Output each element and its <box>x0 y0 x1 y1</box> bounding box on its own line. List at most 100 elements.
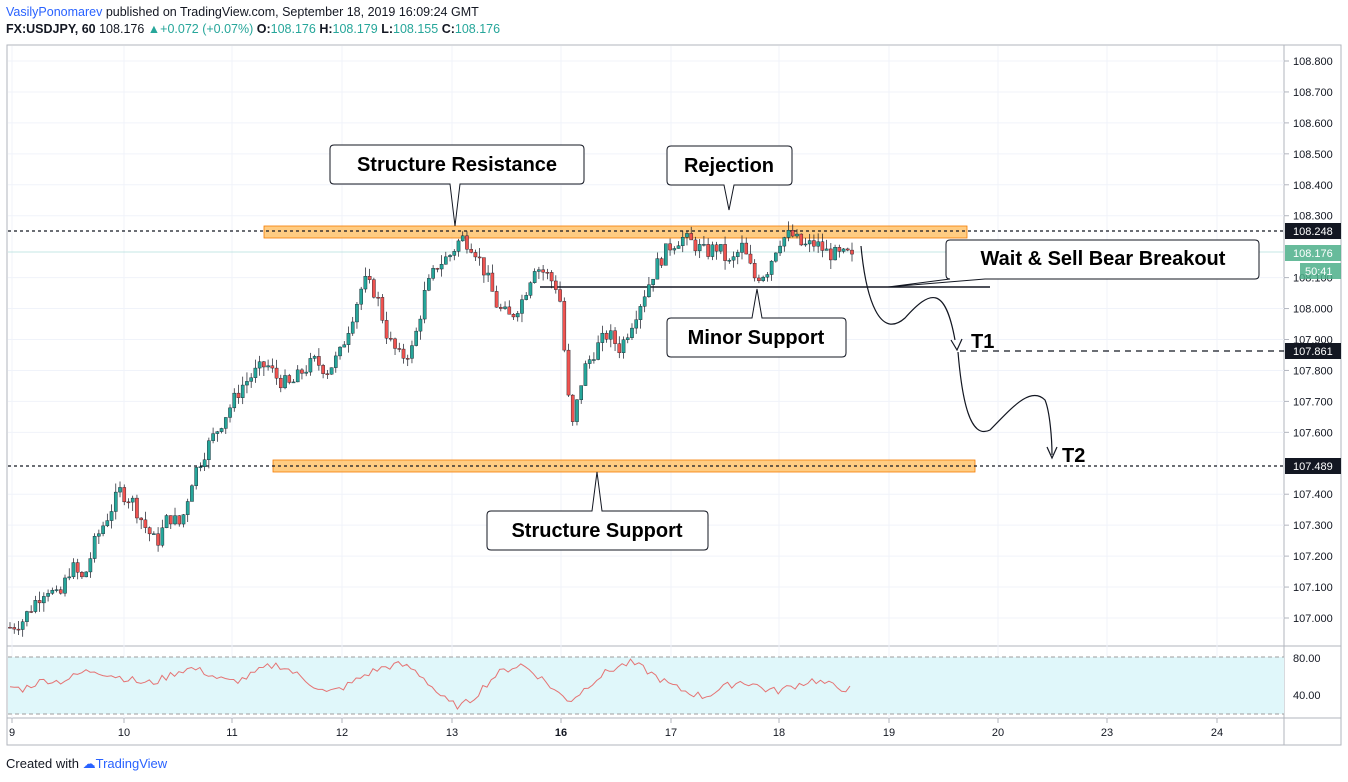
candle-body <box>240 384 245 398</box>
candle-body <box>37 600 42 604</box>
candle-body <box>592 359 596 361</box>
chart-frame <box>6 44 1342 746</box>
candle-body <box>634 319 639 329</box>
time-axis[interactable]: 9 10 11 12 13 16 17 18 19 20 23 24 <box>9 718 1223 739</box>
support-zone[interactable] <box>272 459 976 473</box>
candle-body <box>761 276 765 281</box>
candle-body <box>92 536 97 559</box>
candle-body <box>156 533 160 546</box>
candle-body <box>219 428 224 432</box>
price-tick-label: 107.300 <box>1293 520 1333 532</box>
candle-body <box>600 332 605 343</box>
candle-body <box>596 342 600 360</box>
structure-resistance-callout[interactable]: Structure Resistance <box>329 144 585 227</box>
t2-label: T2 <box>1062 445 1085 467</box>
candle-body <box>672 248 677 251</box>
candle-body <box>355 303 359 323</box>
candle-body <box>697 244 702 252</box>
candles <box>8 221 854 637</box>
candle-body <box>291 381 296 384</box>
candle-body <box>816 241 820 247</box>
candle-body <box>820 241 825 251</box>
price-axis[interactable]: 108.800 108.700 108.600 108.500 108.400 108.3… <box>1284 56 1333 625</box>
candle-body <box>376 297 380 299</box>
candle-body <box>824 248 829 251</box>
candle-body <box>304 371 308 374</box>
high-value: 108.179 <box>332 22 378 36</box>
time-tick-label: 10 <box>118 727 130 739</box>
candle-body <box>8 627 12 629</box>
resistance-zone[interactable] <box>263 225 968 239</box>
candle-body <box>126 501 131 504</box>
candle-body <box>503 306 507 309</box>
candle-body <box>33 600 38 612</box>
candle-body <box>101 525 105 534</box>
candle-body <box>185 501 190 515</box>
price-tick-label: 108.400 <box>1293 180 1333 192</box>
candle-body <box>325 373 330 375</box>
candle-body <box>545 272 550 274</box>
candle-body <box>312 356 317 359</box>
candle-body <box>270 365 275 369</box>
minor-support-callout[interactable]: Minor Support <box>666 288 847 358</box>
t1-price-badge: 107.861 <box>1285 343 1341 359</box>
projection-path-1 <box>860 245 956 341</box>
candle-body <box>731 256 736 261</box>
candle-body <box>173 515 177 525</box>
candle-body <box>693 239 698 252</box>
wait-sell-callout[interactable]: Wait & Sell Bear Breakout <box>887 239 1260 288</box>
candle-body <box>570 394 575 422</box>
candle-body <box>194 467 198 486</box>
projection-path-2 <box>957 351 1053 456</box>
time-tick-label: 13 <box>446 727 458 739</box>
rejection-callout[interactable]: Rejection <box>666 145 793 211</box>
candle-body <box>520 299 524 314</box>
price-tick-label: 108.300 <box>1293 211 1333 223</box>
price-tick-label: 107.800 <box>1293 365 1333 377</box>
candle-body <box>105 520 110 527</box>
structure-support-label: Structure Support <box>511 520 682 542</box>
price-change: +0.072 (+0.07%) <box>160 22 254 36</box>
svg-text:50:41: 50:41 <box>1305 266 1333 278</box>
candle-body <box>748 253 753 264</box>
candle-body <box>42 596 46 604</box>
candle-body <box>774 252 778 262</box>
candle-body <box>342 344 347 348</box>
price-tick-label: 108.000 <box>1293 304 1333 316</box>
candle-body <box>769 260 774 275</box>
structure-support-callout[interactable]: Structure Support <box>486 471 709 551</box>
candle-body <box>295 369 300 383</box>
rejection-label: Rejection <box>684 155 774 177</box>
t1-label: T1 <box>971 331 994 353</box>
candle-body <box>524 295 529 300</box>
candle-body <box>841 248 846 252</box>
candle-body <box>380 297 385 321</box>
candle-body <box>537 269 541 272</box>
candle-body <box>410 345 414 359</box>
candle-body <box>490 272 495 292</box>
candle-body <box>249 377 253 382</box>
candle-body <box>714 244 719 252</box>
tradingview-link[interactable]: TradingView <box>95 756 168 771</box>
time-tick-label: 9 <box>9 727 15 739</box>
candle-body <box>253 367 258 378</box>
candle-body <box>757 277 761 281</box>
candle-body <box>97 533 101 537</box>
rsi-tick-40: 40.00 <box>1293 690 1321 702</box>
symbol-name[interactable]: FX:USDJPY, 60 <box>6 22 96 36</box>
candle-body <box>604 332 609 340</box>
candle-body <box>448 255 452 258</box>
candle-body <box>659 258 664 266</box>
candle-body <box>625 337 630 340</box>
candle-body <box>414 330 418 346</box>
candle-body <box>130 497 135 503</box>
candle-body <box>363 276 368 290</box>
candle-body <box>554 280 558 290</box>
price-tick-label: 108.500 <box>1293 149 1333 161</box>
candle-body <box>617 343 622 353</box>
author-link[interactable]: VasilyPonomarev <box>6 5 103 19</box>
candle-body <box>71 562 76 578</box>
candle-body <box>812 240 816 247</box>
candle-body <box>109 511 114 521</box>
